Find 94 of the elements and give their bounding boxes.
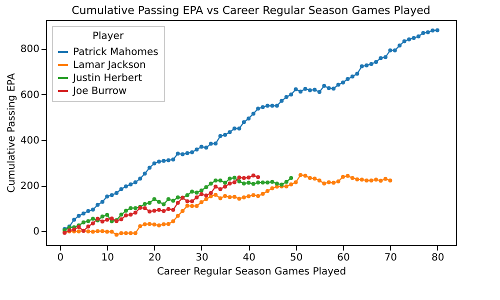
point xyxy=(162,202,166,206)
point xyxy=(171,198,176,203)
x-tick-label: 30 xyxy=(196,252,208,264)
chart-title: Cumulative Passing EPA vs Career Regular Season Games Played xyxy=(72,4,430,17)
point xyxy=(105,218,110,222)
point xyxy=(124,213,128,218)
legend-label: Joe Burrow xyxy=(72,86,127,97)
point xyxy=(185,199,190,204)
point xyxy=(90,221,95,226)
point xyxy=(100,214,104,218)
point xyxy=(152,208,156,213)
x-tick-label: 40 xyxy=(242,252,256,264)
point xyxy=(176,195,180,200)
point xyxy=(223,180,228,185)
point xyxy=(105,212,110,217)
point xyxy=(110,216,114,221)
point xyxy=(242,181,246,186)
point xyxy=(119,217,124,222)
point xyxy=(142,202,147,206)
legend-title: Player xyxy=(92,31,124,42)
point xyxy=(274,182,279,186)
x-tick-label: 80 xyxy=(431,252,444,264)
point xyxy=(142,206,147,210)
point xyxy=(86,224,90,229)
point xyxy=(152,197,156,202)
x-tick-label: 0 xyxy=(57,252,64,264)
point xyxy=(133,210,138,215)
point xyxy=(185,193,190,198)
point xyxy=(190,199,194,204)
legend-label: Lamar Jackson xyxy=(73,60,146,71)
point xyxy=(204,185,208,190)
point xyxy=(223,184,228,189)
point xyxy=(194,195,199,200)
point xyxy=(214,184,218,189)
point xyxy=(148,209,152,214)
point xyxy=(176,200,180,205)
point xyxy=(266,180,270,185)
x-tick-label: 10 xyxy=(101,252,114,264)
point xyxy=(86,219,90,224)
point xyxy=(232,176,236,180)
point xyxy=(256,175,260,180)
point xyxy=(157,200,161,204)
point xyxy=(199,192,204,196)
x-tick-label: 60 xyxy=(337,252,350,264)
point xyxy=(237,176,242,180)
point xyxy=(128,212,133,217)
point xyxy=(237,179,242,184)
y-axis-title: Cumulative Passing EPA xyxy=(6,73,18,193)
y-tick-label: 200 xyxy=(20,181,40,192)
point xyxy=(90,216,95,221)
point xyxy=(124,208,128,213)
point xyxy=(228,176,232,181)
y-tick-label: 600 xyxy=(20,90,40,101)
point xyxy=(119,212,124,217)
point xyxy=(82,220,86,224)
legend-label: Patrick Mahomes xyxy=(73,47,158,58)
y-tick-label: 400 xyxy=(20,135,40,146)
point xyxy=(204,194,208,198)
point xyxy=(166,206,170,211)
x-tick-label: 70 xyxy=(384,252,398,264)
point xyxy=(157,208,161,212)
point xyxy=(166,197,170,202)
x-axis-title: Career Regular Season Games Played xyxy=(156,266,346,278)
point xyxy=(218,187,222,192)
point xyxy=(162,209,166,214)
point xyxy=(133,206,138,210)
point xyxy=(260,180,265,185)
point xyxy=(214,178,218,182)
x-tick-label: 20 xyxy=(148,252,162,264)
y-tick-label: 800 xyxy=(20,44,40,56)
point xyxy=(128,206,133,210)
point xyxy=(218,178,222,182)
point xyxy=(251,182,256,186)
point xyxy=(208,191,213,196)
point xyxy=(242,176,246,180)
point xyxy=(289,176,294,180)
point xyxy=(284,180,288,184)
point xyxy=(232,180,236,184)
point xyxy=(190,190,194,194)
legend-label: Justin Herbert xyxy=(72,73,142,84)
x-tick-label: 50 xyxy=(290,252,303,264)
point xyxy=(171,208,176,212)
point xyxy=(270,180,274,184)
point xyxy=(246,180,251,185)
point xyxy=(199,188,204,193)
point xyxy=(148,200,152,205)
y-tick-label: 0 xyxy=(33,226,40,238)
point xyxy=(208,182,213,186)
point xyxy=(246,176,251,180)
point xyxy=(251,173,256,178)
point xyxy=(256,180,260,185)
point xyxy=(228,181,232,186)
point xyxy=(194,190,199,195)
point xyxy=(100,220,104,224)
